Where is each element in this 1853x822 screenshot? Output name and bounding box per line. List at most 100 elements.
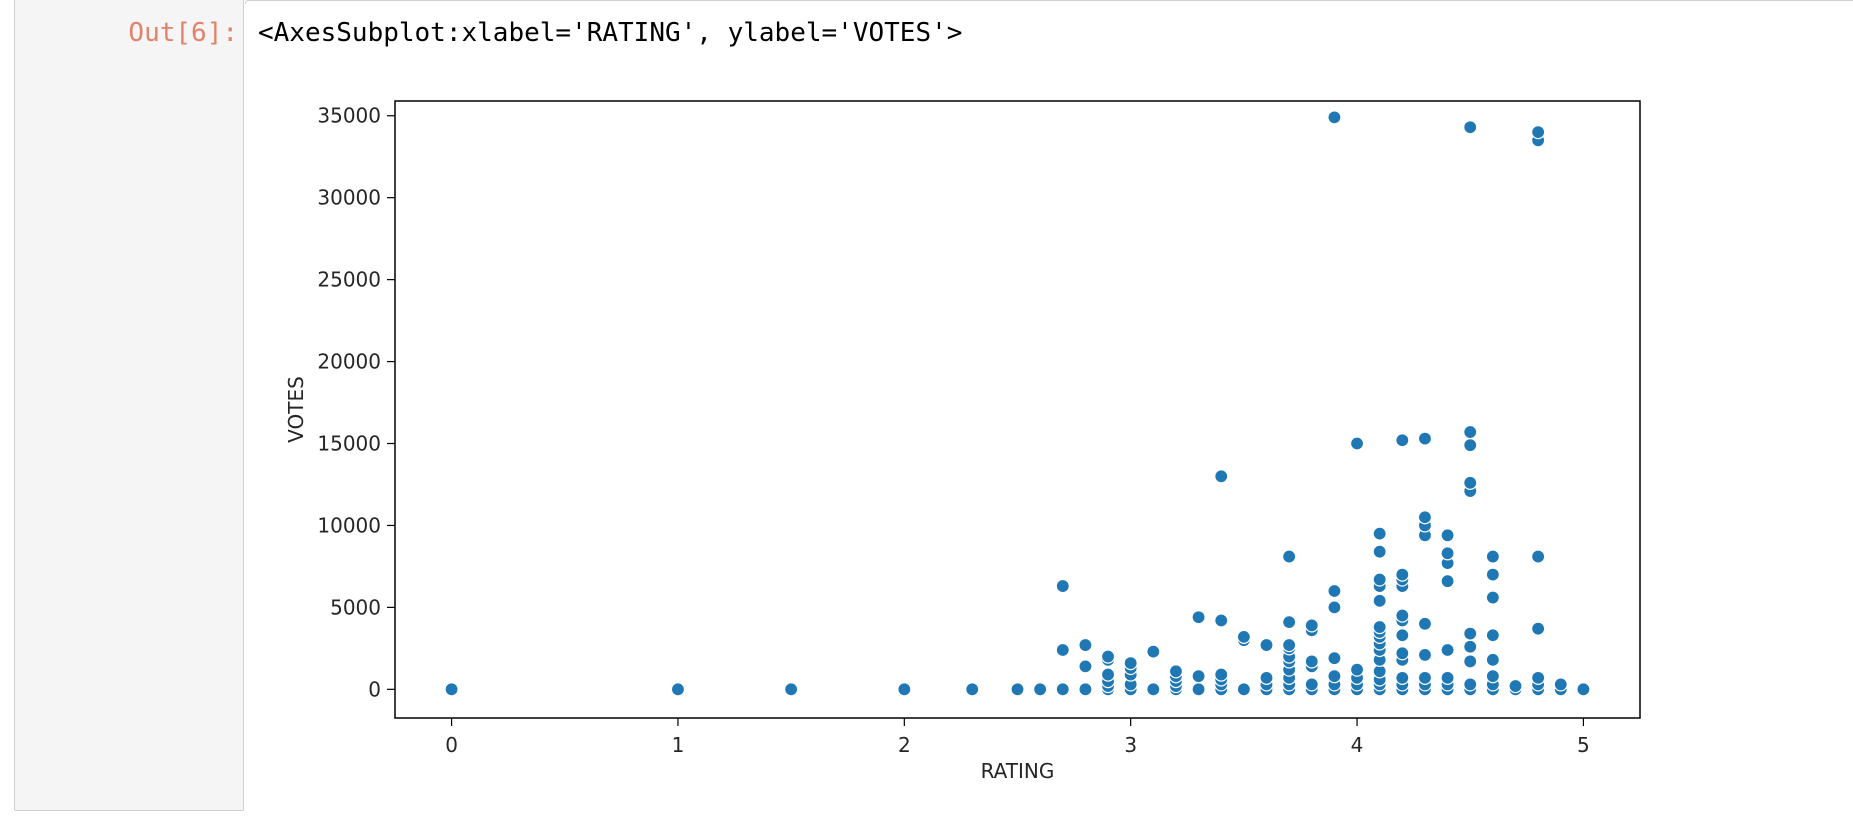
data-point — [1395, 670, 1410, 685]
data-point — [1463, 626, 1478, 641]
data-point — [1191, 669, 1206, 684]
data-point — [1078, 637, 1093, 653]
data-point — [1531, 670, 1546, 685]
output-prompt: Out[6]: — [128, 18, 238, 48]
data-point — [1327, 669, 1342, 684]
data-point — [1282, 637, 1297, 653]
data-point — [1078, 682, 1093, 697]
data-point — [897, 682, 912, 697]
data-point — [1417, 647, 1433, 663]
data-point — [1463, 639, 1478, 654]
data-point — [1100, 649, 1116, 664]
x-axis: 0 1 2 3 4 5 — [445, 718, 1590, 757]
y-tick-label: 30000 — [317, 186, 381, 210]
data-point — [1304, 677, 1319, 692]
data-point — [1349, 436, 1365, 451]
data-point — [1372, 593, 1387, 608]
data-point — [1100, 667, 1116, 682]
data-point — [1146, 644, 1161, 659]
cell-border — [245, 0, 1853, 4]
data-point — [1463, 654, 1478, 669]
data-point — [1576, 682, 1591, 697]
data-point — [1055, 642, 1070, 658]
y-tick-label: 15000 — [317, 432, 381, 456]
data-point — [1440, 528, 1455, 543]
data-point — [1123, 656, 1138, 671]
data-point — [1395, 567, 1410, 582]
data-point — [1531, 125, 1546, 140]
data-point — [1463, 120, 1478, 135]
y-tick-label: 0 — [368, 677, 381, 701]
data-point — [1055, 578, 1070, 594]
y-tick-label: 5000 — [330, 595, 381, 619]
data-point — [1417, 616, 1433, 631]
data-point — [1440, 546, 1455, 561]
data-point — [1372, 572, 1387, 587]
data-point — [1304, 654, 1319, 669]
data-point — [1440, 574, 1455, 589]
data-point — [1463, 677, 1478, 692]
data-point — [1395, 608, 1410, 623]
data-point — [1236, 682, 1251, 697]
scatter-chart: 0 5000 10000 15000 20000 25000 30000 35000 0 1 2 3… — [284, 100, 1641, 783]
data-point — [1485, 567, 1500, 582]
data-point — [1282, 615, 1297, 630]
data-point — [1485, 652, 1500, 667]
data-point — [1463, 424, 1478, 440]
plot-frame — [394, 100, 1641, 719]
data-point — [1304, 618, 1319, 633]
data-point — [1417, 670, 1433, 685]
x-axis-label: RATING — [981, 759, 1055, 783]
data-point — [1214, 667, 1229, 682]
x-tick-label: 4 — [1351, 733, 1364, 757]
data-point — [784, 682, 799, 697]
scatter-points — [444, 110, 1591, 697]
data-point — [1440, 642, 1455, 658]
data-point — [1282, 549, 1297, 564]
y-axis: 0 5000 10000 15000 20000 25000 30000 35000 — [317, 104, 395, 701]
data-point — [444, 682, 459, 697]
data-point — [1553, 677, 1568, 692]
data-point — [1531, 549, 1546, 564]
data-point — [1327, 600, 1342, 615]
data-point — [1485, 549, 1500, 564]
data-point — [670, 682, 686, 697]
data-point — [1395, 646, 1410, 661]
data-point — [1417, 431, 1433, 446]
data-point — [1055, 682, 1070, 697]
data-point — [1485, 669, 1500, 684]
data-point — [1327, 110, 1342, 125]
y-tick-label: 25000 — [317, 268, 381, 292]
data-point — [1236, 629, 1251, 644]
data-point — [1214, 613, 1229, 628]
data-point — [1327, 651, 1342, 666]
y-tick-label: 10000 — [317, 513, 381, 537]
data-point — [1033, 682, 1048, 697]
data-point — [1349, 662, 1365, 677]
data-point — [1395, 433, 1410, 448]
data-point — [1417, 510, 1433, 525]
x-tick-label: 5 — [1577, 733, 1590, 757]
x-tick-label: 3 — [1124, 733, 1137, 757]
y-tick-label: 35000 — [317, 104, 381, 128]
data-point — [1259, 670, 1274, 685]
data-point — [1508, 678, 1523, 694]
data-point — [1485, 628, 1500, 643]
data-point — [1078, 659, 1093, 674]
data-point — [1259, 637, 1274, 653]
y-axis-label: VOTES — [284, 376, 308, 443]
data-point — [1440, 670, 1455, 685]
x-tick-label: 2 — [898, 733, 911, 757]
output-prompt-area — [14, 0, 244, 811]
data-point — [1485, 590, 1500, 605]
data-point — [1463, 438, 1478, 453]
x-tick-label: 1 — [672, 733, 685, 757]
data-point — [1214, 469, 1229, 484]
data-point — [1168, 664, 1184, 679]
data-point — [1395, 628, 1410, 643]
data-point — [1463, 475, 1478, 490]
data-point — [1372, 544, 1387, 559]
data-point — [1191, 682, 1206, 697]
output-text[interactable]: <AxesSubplot:xlabel='RATING', ylabel='VO… — [258, 18, 963, 48]
data-point — [1372, 619, 1387, 635]
